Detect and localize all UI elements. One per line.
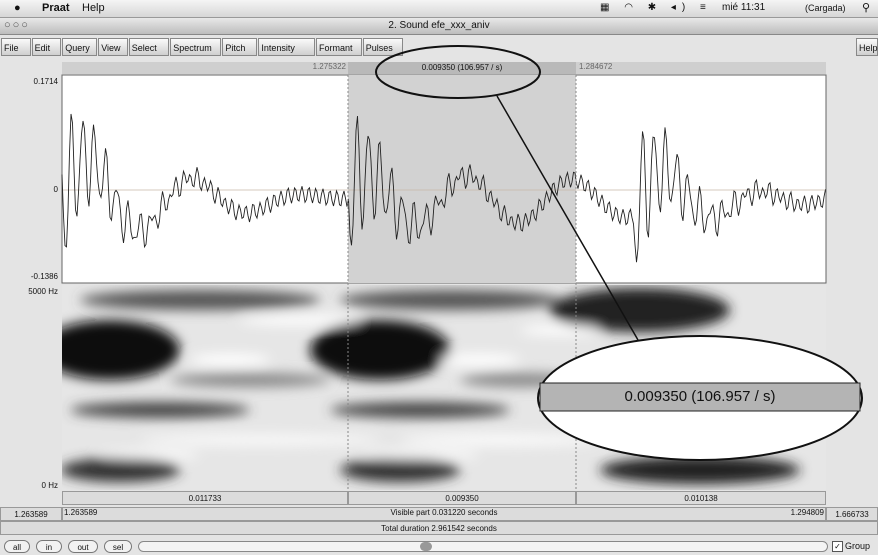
zoom-in[interactable]: in (36, 540, 62, 553)
spectrogram-blob (440, 354, 520, 366)
spectrogram-blob (550, 288, 730, 332)
zoom-out[interactable]: out (68, 540, 98, 553)
interval-left[interactable]: 0.011733 (62, 491, 348, 505)
window-end[interactable]: 1.666733 (826, 507, 878, 521)
total-duration[interactable]: Total duration 2.961542 seconds (0, 521, 878, 535)
spectrogram-blob (240, 315, 360, 325)
spectrogram-blob (170, 373, 330, 387)
spectrogram-blob (80, 290, 320, 310)
spectrogram-blob (190, 354, 270, 366)
spectrogram-blob (140, 434, 380, 446)
spectrogram-blob (310, 320, 450, 380)
wave-zero: 0 (10, 185, 58, 194)
scroll-thumb[interactable] (420, 542, 432, 551)
spectrogram-blob (360, 451, 480, 459)
interval-selection[interactable]: 0.009350 (348, 491, 576, 505)
spectrogram-blob (60, 458, 180, 482)
sound-view (0, 0, 878, 555)
spectrogram-blob (340, 458, 460, 482)
wave-max: 0.1714 (10, 77, 58, 86)
callout-text: 0.009350 (106.957 / s) (540, 388, 860, 405)
zoom-all[interactable]: all (4, 540, 30, 553)
page: ● Praat Help ▦ ◠ ✱ ◂) ≡ mié 11:31 (Carga… (0, 0, 878, 555)
zoom-sel[interactable]: sel (104, 540, 132, 553)
group-checkbox[interactable]: ✓ (832, 541, 843, 552)
freq-max: 5000 Hz (4, 287, 58, 296)
wave-min: -0.1386 (10, 272, 58, 281)
spectrogram-blob (330, 402, 510, 418)
scrollbar[interactable] (138, 541, 828, 552)
spectrogram-blob (40, 320, 180, 380)
spectrogram-blob (340, 290, 560, 310)
spectrogram-blob (70, 402, 250, 418)
window-start[interactable]: 1.263589 (0, 507, 62, 521)
spectrogram-blob (520, 325, 600, 335)
group-label: Group (845, 541, 870, 551)
spectrogram-blob (100, 451, 200, 459)
interval-right[interactable]: 0.010138 (576, 491, 826, 505)
freq-min: 0 Hz (4, 481, 58, 490)
visible-label: Visible part 0.031220 seconds (62, 508, 826, 517)
visible-end: 1.294809 (760, 508, 824, 517)
